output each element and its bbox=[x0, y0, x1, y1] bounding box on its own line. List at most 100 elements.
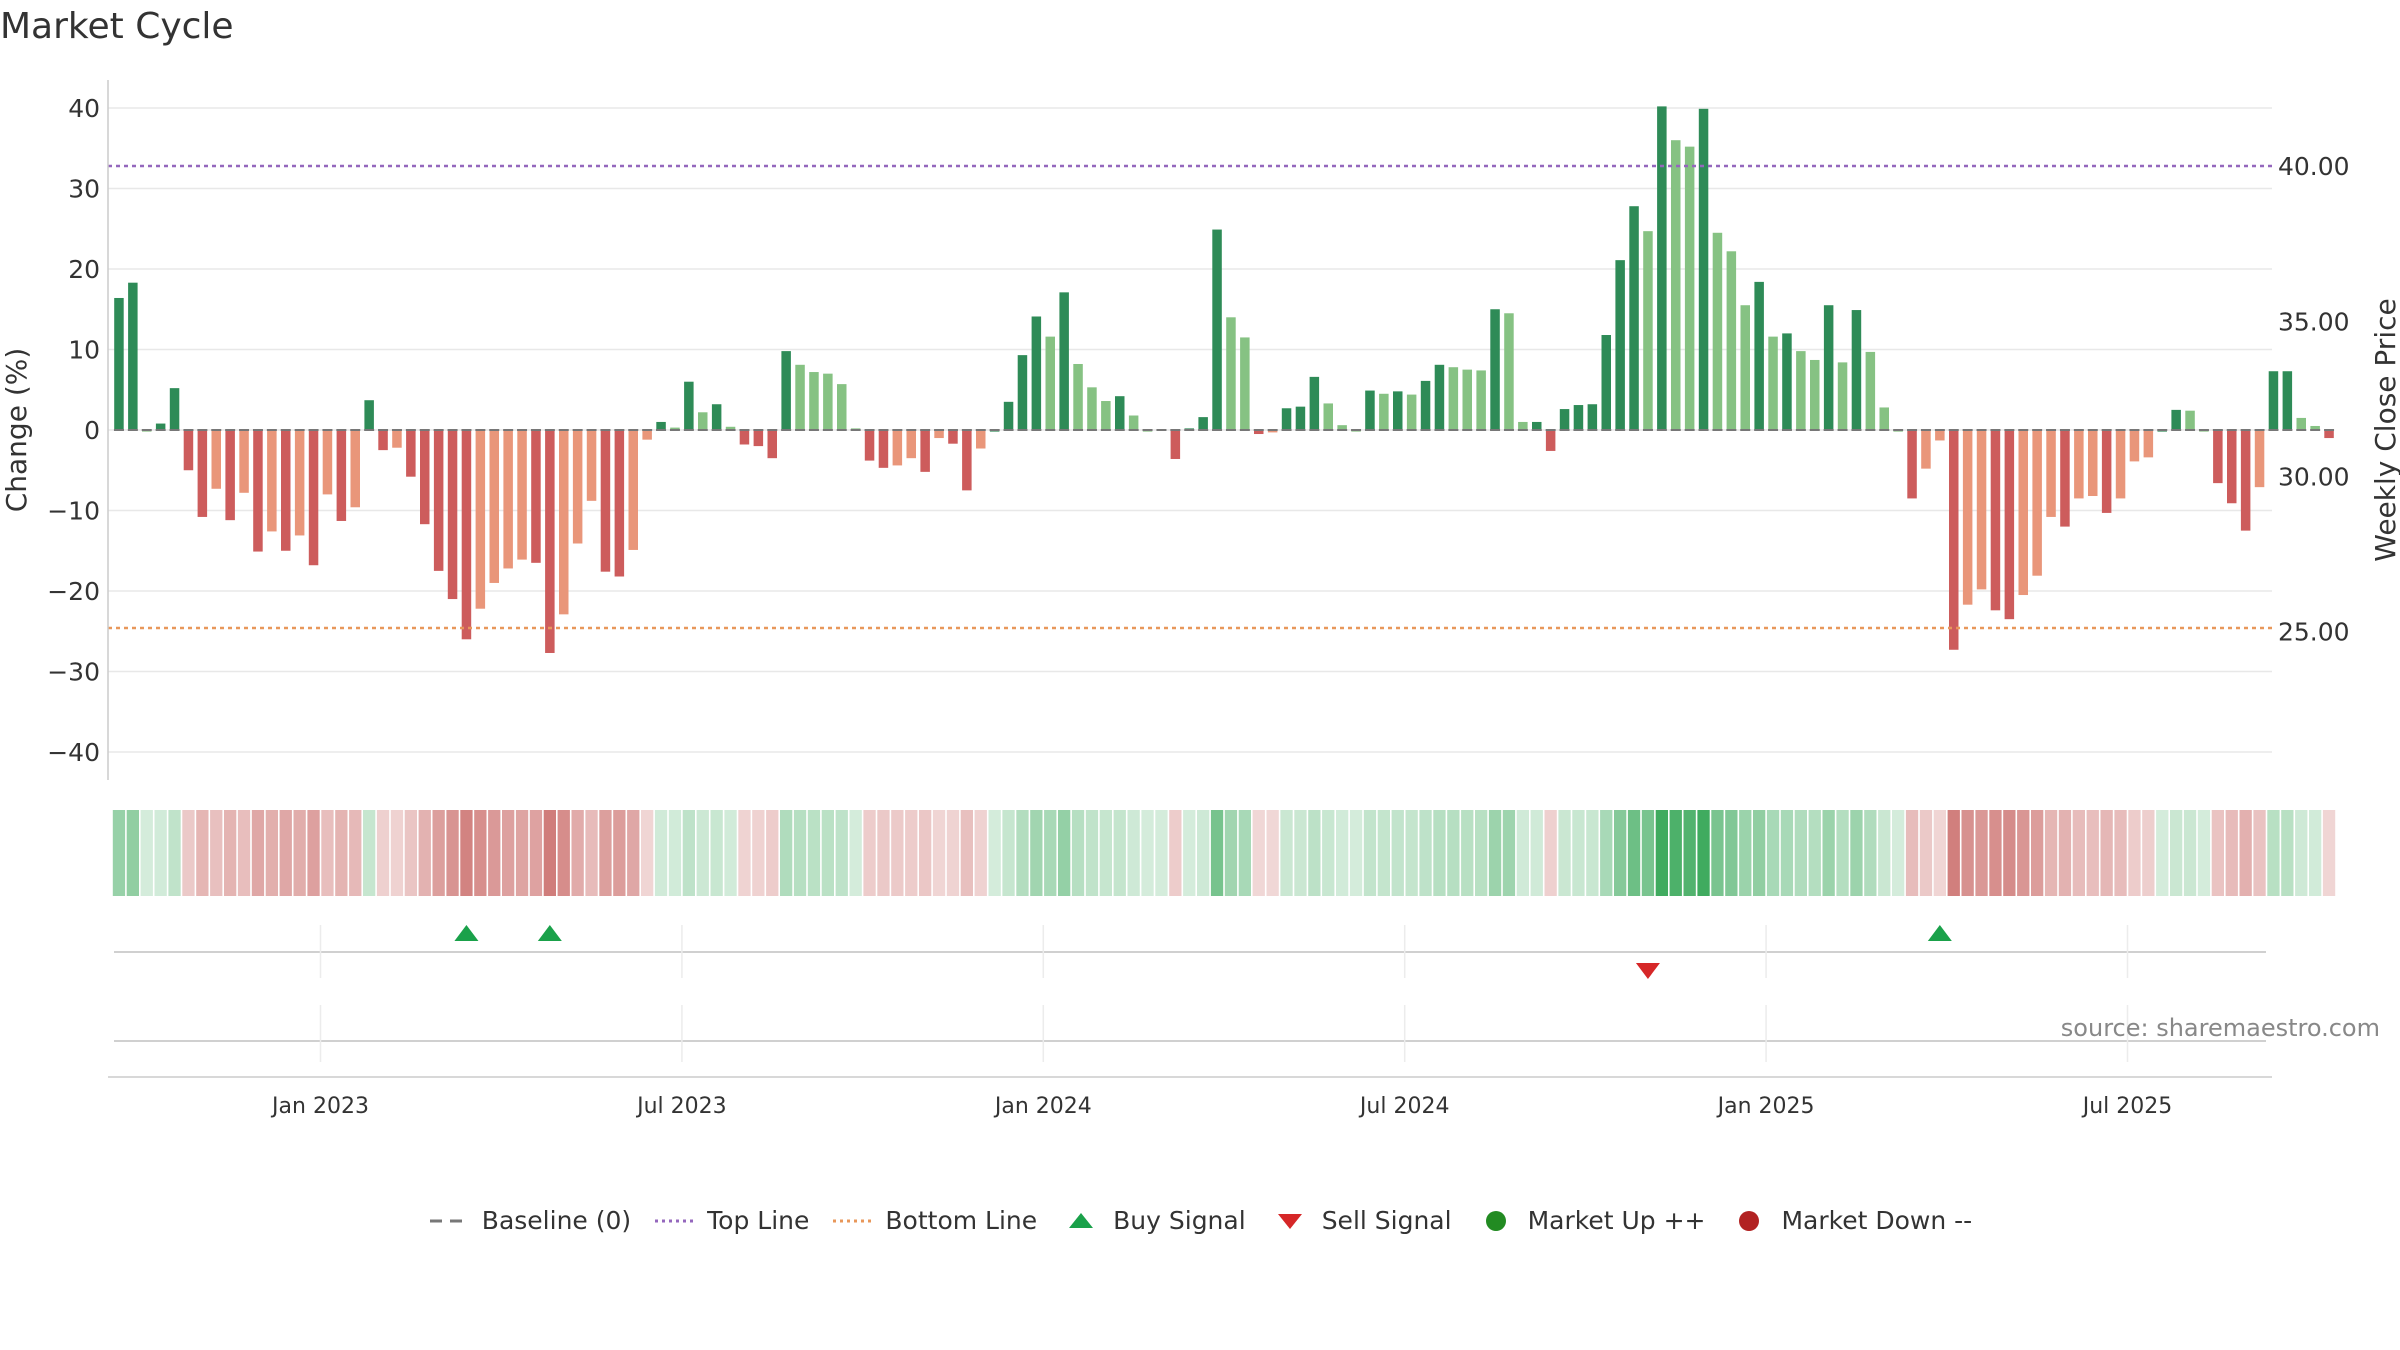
strip-cell bbox=[321, 810, 334, 896]
legend-symbol bbox=[1277, 1213, 1302, 1229]
legend-item: Sell Signal bbox=[1268, 1206, 1452, 1235]
change-bar bbox=[1031, 316, 1042, 430]
change-bar bbox=[2101, 430, 2112, 513]
strip-cell bbox=[1530, 810, 1543, 896]
change-bar bbox=[1254, 430, 1264, 435]
strip-cell bbox=[1336, 810, 1349, 896]
change-bar bbox=[809, 372, 819, 430]
strip-cell bbox=[1822, 810, 1835, 896]
change-bar bbox=[336, 430, 347, 521]
change-bar bbox=[1796, 351, 1806, 430]
change-bar bbox=[447, 430, 458, 600]
strip-cell bbox=[710, 810, 723, 896]
change-bar bbox=[1907, 430, 1917, 499]
change-bar bbox=[322, 430, 333, 495]
strip-cell bbox=[112, 810, 126, 896]
change-bar bbox=[976, 430, 986, 449]
strip-cell bbox=[1836, 810, 1849, 896]
change-bar bbox=[1837, 362, 1848, 430]
change-bar bbox=[489, 430, 499, 583]
change-bar bbox=[1212, 229, 1222, 430]
strip-cell bbox=[168, 810, 181, 896]
change-bar bbox=[114, 297, 124, 430]
change-bar bbox=[2296, 417, 2306, 430]
change-bar bbox=[1935, 430, 1945, 441]
strip-cell bbox=[1586, 810, 1599, 896]
change-bar bbox=[406, 430, 416, 477]
change-bar bbox=[1393, 391, 1403, 430]
strip-cell bbox=[1322, 810, 1335, 896]
strip-cell bbox=[2309, 810, 2322, 896]
legend-symbol bbox=[833, 1219, 874, 1222]
strip-cell bbox=[1947, 810, 1960, 896]
change-bar bbox=[2046, 430, 2056, 517]
change-bar bbox=[1726, 251, 1737, 430]
x-tick-label: Jul 2025 bbox=[2081, 1094, 2173, 1119]
y-tick-label: 40 bbox=[68, 94, 100, 123]
change-bar bbox=[1406, 394, 1417, 430]
change-bar bbox=[2227, 430, 2237, 504]
strip-cell bbox=[446, 810, 459, 896]
change-bar bbox=[1448, 367, 1459, 430]
y2-tick-label: 30.00 bbox=[2278, 463, 2350, 492]
strip-cell bbox=[307, 810, 320, 896]
change-bar bbox=[559, 430, 569, 615]
x-axis: Jan 2023 Jul 2023 Jan 2024 Jul 2024 Jan 2025… bbox=[270, 1094, 2172, 1119]
change-bar bbox=[1601, 335, 1611, 430]
change-bar bbox=[128, 282, 138, 430]
change-bar bbox=[211, 430, 221, 489]
legend-label: Market Up ++ bbox=[1527, 1206, 1706, 1235]
strip-cell bbox=[877, 810, 890, 896]
change-bar bbox=[892, 430, 903, 466]
legend-label: Sell Signal bbox=[1321, 1206, 1452, 1235]
strip-cell bbox=[1405, 810, 1418, 896]
legend-item: Bottom Line bbox=[831, 1206, 1037, 1235]
change-bar bbox=[2088, 430, 2098, 497]
change-bar bbox=[1768, 336, 1778, 430]
change-bar bbox=[1810, 359, 1820, 430]
change-bar bbox=[1128, 415, 1139, 430]
legend-label: Top Line bbox=[707, 1206, 810, 1235]
strip-cell bbox=[599, 810, 612, 896]
strip-cell bbox=[279, 810, 292, 896]
legend-symbol bbox=[1739, 1210, 1760, 1231]
strip-cell bbox=[2295, 810, 2308, 896]
change-bar bbox=[1379, 393, 1389, 430]
change-bar bbox=[1823, 305, 1834, 430]
y2-tick-label: 25.00 bbox=[2278, 617, 2350, 646]
strip-cell bbox=[1641, 810, 1655, 896]
change-bar bbox=[225, 430, 235, 521]
change-bar bbox=[920, 430, 930, 472]
change-bar bbox=[1962, 430, 1973, 605]
change-bar bbox=[1976, 430, 1987, 590]
buy-signal-marker bbox=[1927, 925, 1952, 941]
change-bar bbox=[572, 430, 583, 544]
strip-cell bbox=[932, 810, 946, 896]
strip-cell bbox=[1989, 810, 2002, 896]
axes-layer: 40 30 20 10 0 −10 −20 −30 −40 40.00 35.00 30.00 25.0… bbox=[47, 80, 2350, 780]
strip-cell bbox=[502, 810, 515, 896]
legend-label: Buy Signal bbox=[1113, 1206, 1246, 1235]
strip-cell bbox=[1475, 810, 1488, 896]
strip-cell bbox=[654, 810, 668, 896]
strip-cell bbox=[1864, 810, 1877, 896]
legend-symbol bbox=[655, 1219, 696, 1222]
change-bar bbox=[461, 430, 472, 640]
change-bar bbox=[1990, 430, 2001, 611]
strip-cell bbox=[682, 810, 695, 896]
change-bar bbox=[1059, 292, 1069, 430]
strip-cell bbox=[919, 810, 932, 896]
change-bar bbox=[1420, 380, 1431, 430]
y-tick-label: 10 bbox=[68, 336, 100, 365]
legend-item: Buy Signal bbox=[1059, 1206, 1246, 1235]
change-bar bbox=[934, 430, 944, 439]
strip-cell bbox=[641, 810, 654, 896]
strip-cell bbox=[1669, 810, 1682, 896]
strip-cell bbox=[891, 810, 904, 896]
strip-cell bbox=[766, 810, 779, 896]
change-bar bbox=[767, 430, 777, 459]
change-bar bbox=[2143, 430, 2154, 458]
strip-cell bbox=[1433, 810, 1446, 896]
strip-cell bbox=[363, 810, 376, 896]
